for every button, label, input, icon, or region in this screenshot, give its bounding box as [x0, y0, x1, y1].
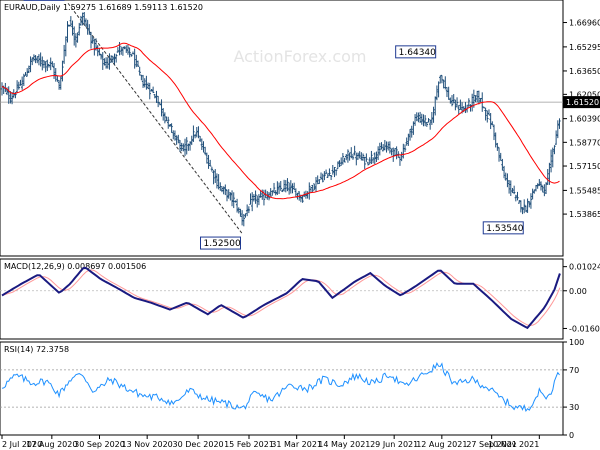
price-annotation-box — [482, 221, 524, 235]
price-annotation-label: 1.53540 — [486, 224, 523, 234]
rsi-tick-label: 30 — [569, 403, 579, 412]
price-tick-label: 1.58770 — [569, 138, 600, 147]
rsi-line — [1, 361, 560, 412]
rsi-panel-header: RSI(14) 72.3758 — [4, 345, 69, 354]
date-tick-label: 13 Nov 2020 — [122, 440, 173, 449]
last-price-label: 1.61520 — [566, 98, 599, 107]
price-tick-label: 1.63650 — [569, 67, 600, 76]
price-annotation-label: 1.64340 — [399, 48, 436, 58]
ohlc-bars — [0, 11, 561, 227]
macd-panel: MACD(12,26,9) 0.008697 0.001506 0.010248… — [0, 258, 600, 340]
rsi-panel: RSI(14) 72.3758 100 70 30 0 — [0, 338, 584, 440]
price-axis: 1.66960 1.65295 1.63650 1.62050 1.60390 1.587… — [0, 19, 600, 219]
date-tick-label: 10 Nov 2021 — [488, 440, 539, 449]
moving-average-line — [1, 42, 560, 200]
price-panel: ActionForex.com EURAUD,Daily 1.59275 1.6… — [0, 0, 600, 257]
date-tick-label: 12 Aug 2021 — [416, 440, 467, 449]
rsi-tick-label: 100 — [569, 338, 584, 347]
date-tick-label: 30 Dec 2020 — [173, 440, 224, 449]
macd-lines — [1, 266, 561, 330]
date-tick-label: 31 Mar 2021 — [271, 440, 322, 449]
date-tick-label: 30 Sep 2020 — [74, 440, 125, 449]
date-tick-label: 14 May 2021 — [318, 440, 370, 449]
macd-line — [1, 266, 561, 330]
date-tick-label: 2 Jul 2020 — [2, 440, 42, 449]
last-price-box — [563, 96, 600, 109]
rsi-tick-label: 70 — [569, 366, 579, 375]
macd-panel-frame — [0, 258, 564, 340]
moving-average-group — [1, 42, 560, 200]
rsi-line-group — [1, 361, 560, 412]
rsi-axis: 100 70 30 0 — [0, 338, 584, 440]
price-panel-frame — [0, 0, 564, 257]
date-tick-label: 15 Feb 2021 — [224, 440, 274, 449]
price-tick-label: 1.65295 — [569, 43, 600, 52]
rsi-panel-frame — [0, 341, 564, 436]
macd-tick-label: 0.00 — [569, 287, 587, 296]
price-annotation-box — [200, 236, 241, 250]
price-panel-header: EURAUD,Daily 1.59275 1.61689 1.59113 1.6… — [4, 3, 203, 12]
price-tick-label: 1.60390 — [569, 115, 600, 124]
date-tick-label: 17 Aug 2020 — [26, 440, 77, 449]
price-tick-label: 1.57150 — [569, 162, 600, 171]
macd-axis: 0.010248 0.00 -0.016023 — [0, 263, 600, 333]
price-tick-label: 1.53865 — [569, 210, 600, 219]
macd-panel-header: MACD(12,26,9) 0.008697 0.001506 — [4, 262, 146, 271]
rsi-tick-label: 0 — [569, 431, 574, 440]
price-annotation-label: 1.52500 — [204, 239, 241, 249]
trendline-group — [67, 3, 243, 235]
macd-tick-label: 0.010248 — [569, 263, 600, 272]
price-tick-label: 1.66960 — [569, 19, 600, 28]
price-tick-label: 1.62050 — [569, 90, 600, 99]
date-tick-label: 27 Sep 2021 — [466, 440, 517, 449]
trendline — [67, 3, 243, 235]
watermark: ActionForex.com — [233, 47, 366, 66]
macd-tick-label: -0.016023 — [569, 324, 600, 333]
price-tick-label: 1.55485 — [569, 186, 600, 195]
price-annotation-box — [395, 45, 437, 59]
date-tick-label: 29 Jun 2021 — [370, 440, 418, 449]
